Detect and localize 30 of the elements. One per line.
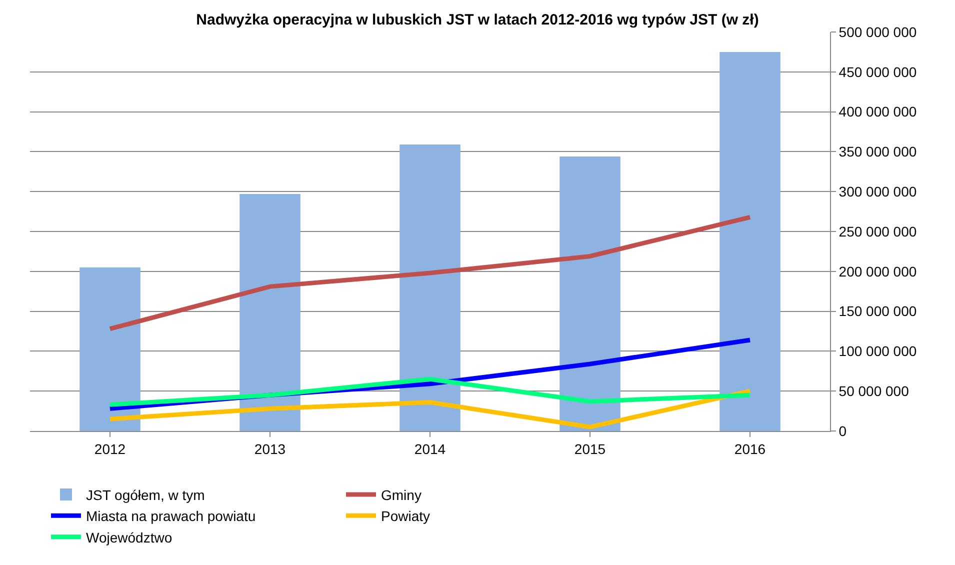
y-tick-label: 400 000 000 [838,104,917,120]
bar [80,267,140,431]
x-tick-label: 2013 [254,440,286,457]
bar [400,144,460,431]
bar [720,52,780,431]
legend-label: Województwo [86,529,172,546]
line-series [108,214,752,332]
x-tick-label: 2016 [734,440,766,457]
y-tick-label: 350 000 000 [838,144,917,160]
line-series [108,388,752,430]
y-tick-label: 500 000 000 [838,24,917,40]
x-tick-label: 2015 [574,440,606,457]
legend-label: Powiaty [381,508,430,524]
legend-label: JST ogółem, w tym [86,486,205,503]
bar [240,194,300,431]
y-tick-label: 300 000 000 [838,184,917,200]
y-tick-label: 50 000 000 [838,383,910,399]
y-tick-label: 150 000 000 [838,303,917,320]
y-tick-label: 200 000 000 [838,263,917,280]
chart-title: Nadwyżka operacyjna w lubuskich JST w latach 2012-2016 wg typów JST (w zł) [196,12,759,29]
y-tick-label: 0 [838,422,847,439]
y-tick-label: 250 000 000 [838,223,917,240]
y-tick-label: 450 000 000 [838,64,917,80]
legend-label: Miasta na prawach powiatu [86,508,256,524]
line-series [108,376,752,407]
x-tick-label: 2012 [94,440,126,457]
legend-label: Gminy [381,486,422,503]
bar [560,156,620,431]
y-tick-label: 100 000 000 [838,343,917,360]
x-tick-label: 2014 [414,440,446,457]
